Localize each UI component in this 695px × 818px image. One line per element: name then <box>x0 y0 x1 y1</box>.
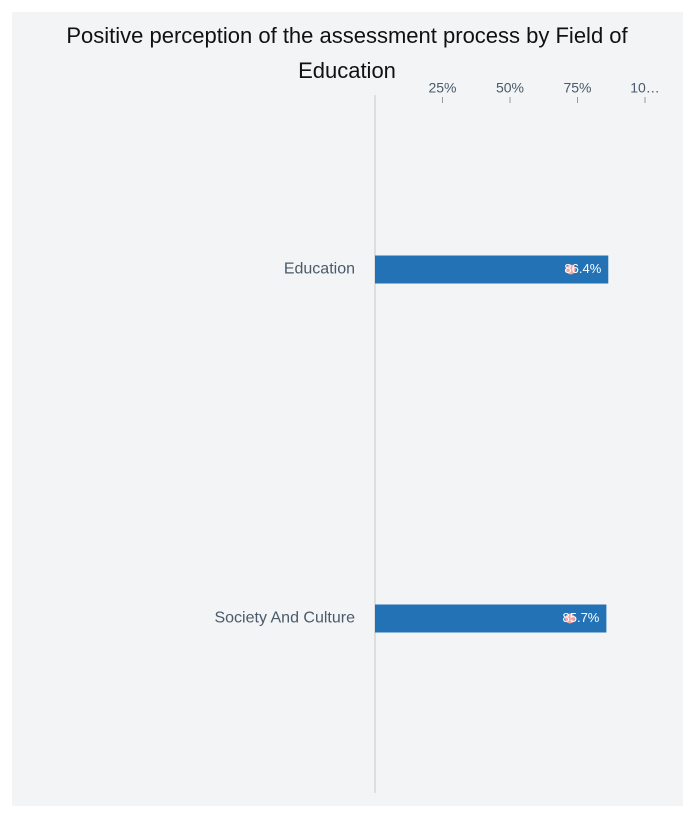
x-tick-label: 75% <box>563 80 591 96</box>
chart-title: Positive perception of the assessment pr… <box>66 23 628 83</box>
x-tick-label: 10… <box>630 80 660 96</box>
x-tick-label: 25% <box>428 80 456 96</box>
marker <box>565 264 576 275</box>
y-tick-label: Education <box>284 261 355 278</box>
marker <box>564 613 575 624</box>
value-label: 85.7% <box>563 610 600 625</box>
value-label: 86.4% <box>564 261 601 276</box>
y-tick-label: Society And Culture <box>214 610 355 627</box>
chart-card <box>12 12 683 806</box>
x-tick-label: 50% <box>496 80 524 96</box>
